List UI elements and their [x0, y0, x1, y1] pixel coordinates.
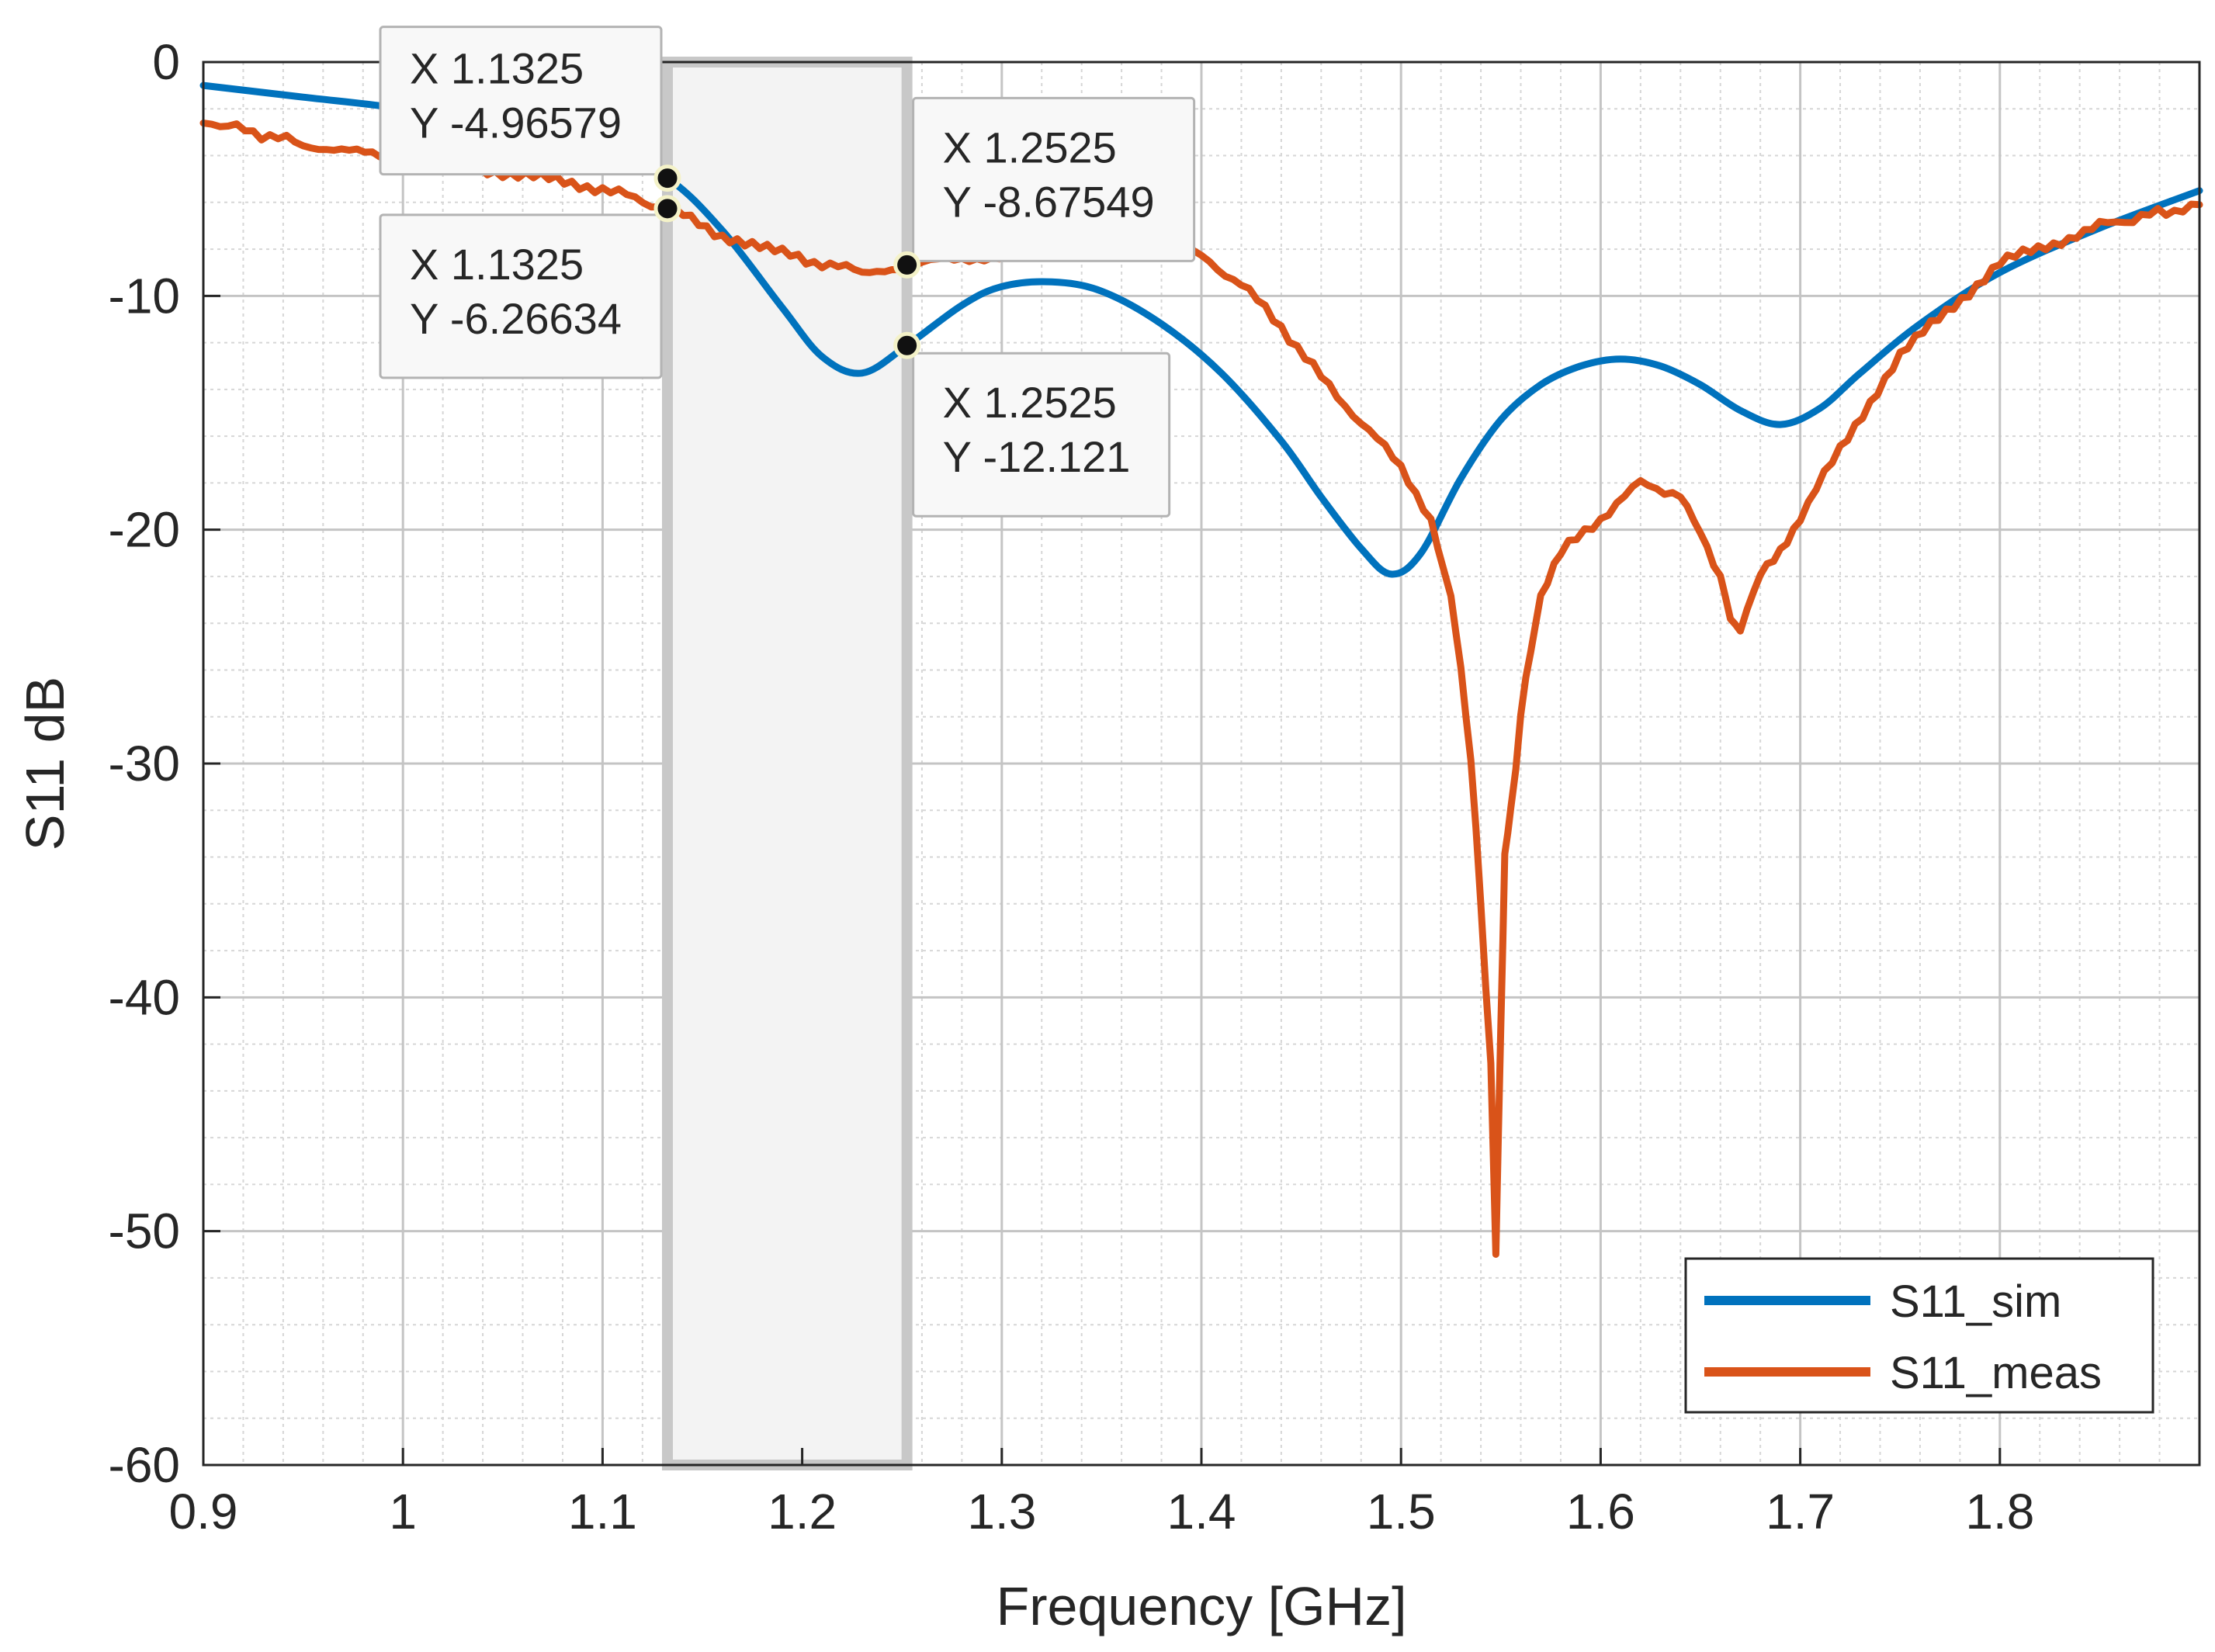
- datatip-marker: [893, 331, 921, 359]
- x-tick-label: 1: [389, 1484, 417, 1539]
- datatip-box: [379, 26, 663, 176]
- y-tick-label: 0: [152, 34, 180, 90]
- datatip-x-value: X 1.2525: [943, 378, 1117, 427]
- legend: S11_sim S11_meas: [1684, 1257, 2154, 1414]
- datatip-marker: [653, 195, 681, 223]
- datatip-y-value: Y -12.121: [943, 432, 1131, 481]
- tick-marks: [202, 61, 2002, 1467]
- y-tick-label: -50: [109, 1204, 181, 1259]
- datatip-x-value: X 1.1325: [410, 240, 584, 289]
- datatip-x-value: X 1.2525: [943, 123, 1117, 171]
- x-tick-label: 1.3: [967, 1484, 1036, 1539]
- x-tick-label: 1.4: [1167, 1484, 1236, 1539]
- x-axis-label: Frequency [GHz]: [996, 1576, 1406, 1636]
- datatip[interactable]: X 1.1325 Y -4.96579: [379, 26, 681, 192]
- datatip-y-value: Y -4.96579: [410, 99, 622, 147]
- datatip-y-value: Y -8.67549: [943, 177, 1155, 226]
- datatip[interactable]: X 1.2525 Y -12.121: [893, 331, 1171, 518]
- datatip-box: [912, 352, 1171, 518]
- series-line-s11-meas: [199, 119, 2203, 1258]
- datatip-box: [379, 213, 663, 379]
- y-tick-label: -30: [109, 736, 181, 791]
- datatip-marker: [893, 251, 921, 279]
- y-tick-label: -10: [109, 268, 181, 324]
- y-axis-label: S11 dB: [15, 677, 75, 850]
- y-tick-label: -40: [109, 969, 181, 1025]
- x-tick-label: 1.7: [1766, 1484, 1835, 1539]
- datatip-box: [912, 96, 1196, 262]
- y-tick-labels: 0 -10 -20 -30 -40 -50 -60: [109, 34, 181, 1493]
- y-tick-label: -60: [109, 1437, 181, 1493]
- x-tick-label: 1.5: [1367, 1484, 1436, 1539]
- legend-label-s11-meas: S11_meas: [1890, 1348, 2102, 1398]
- x-tick-label: 1.6: [1566, 1484, 1635, 1539]
- datatip-marker: [653, 165, 681, 192]
- y-tick-label: -20: [109, 502, 181, 558]
- x-tick-labels: 0.9 1 1.1 1.2 1.3 1.4 1.5 1.6 1.7 1.8: [169, 1484, 2035, 1539]
- datatip-x-value: X 1.1325: [410, 44, 584, 93]
- highlight-band: [661, 57, 913, 1470]
- x-tick-label: 0.9: [169, 1484, 238, 1539]
- x-tick-label: 1.8: [1965, 1484, 2034, 1539]
- datatip-y-value: Y -6.26634: [410, 294, 622, 343]
- datatip[interactable]: X 1.1325 Y -6.26634: [379, 195, 681, 379]
- legend-label-s11-sim: S11_sim: [1890, 1276, 2061, 1327]
- x-tick-label: 1.2: [768, 1484, 837, 1539]
- datatip[interactable]: X 1.2525 Y -8.67549: [893, 96, 1196, 279]
- legend-box: [1684, 1257, 2154, 1414]
- x-tick-label: 1.1: [568, 1484, 637, 1539]
